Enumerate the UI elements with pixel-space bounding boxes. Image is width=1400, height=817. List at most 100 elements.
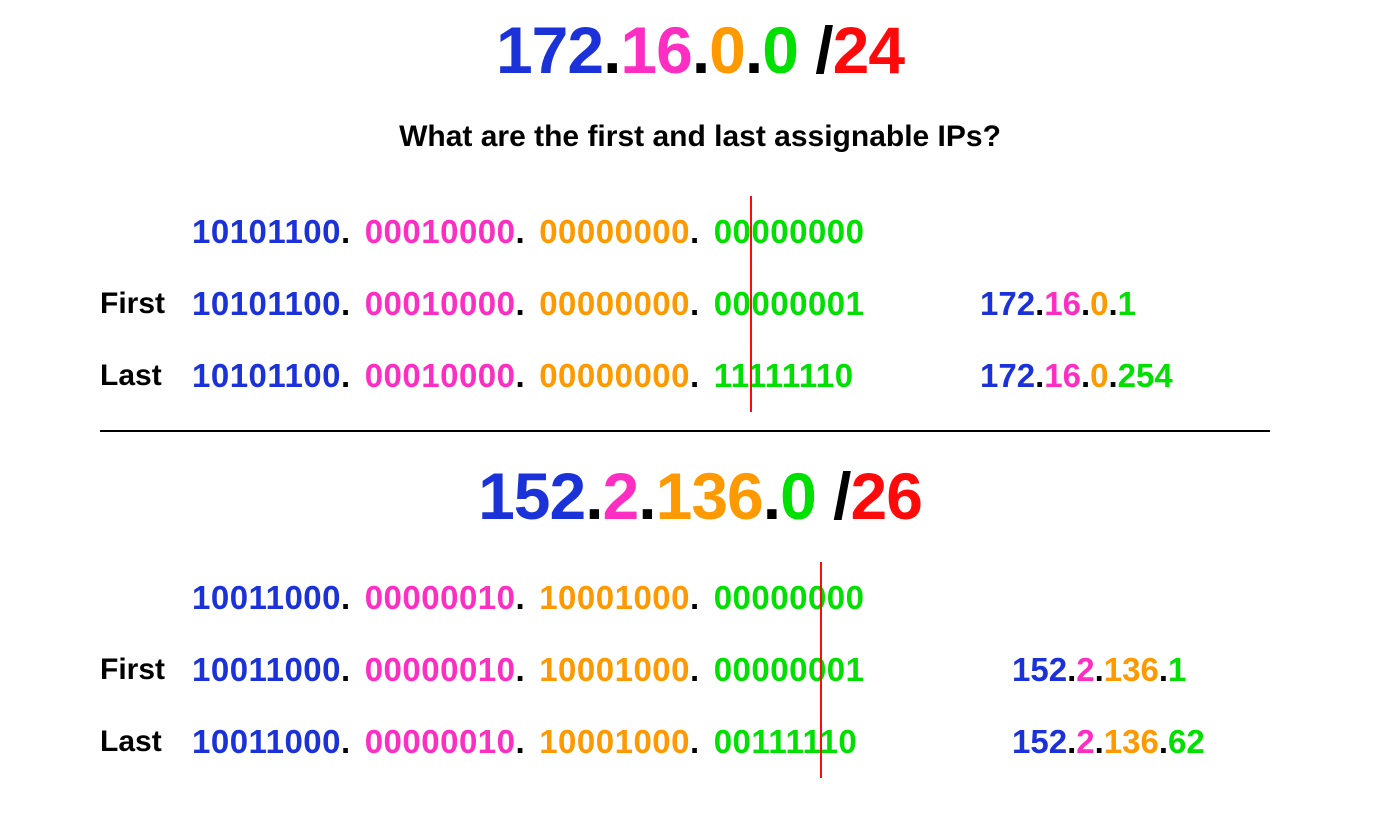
octet: 10101100 bbox=[192, 357, 341, 395]
octet: 10001000 bbox=[539, 723, 690, 761]
octet: 10001000 bbox=[539, 579, 690, 617]
row-network: 10011000.00000010.10001000.00000000 bbox=[0, 570, 1400, 626]
octet: 00000000 bbox=[714, 213, 865, 251]
dot: . bbox=[690, 285, 700, 323]
text-part: . bbox=[1035, 285, 1044, 322]
decimal-result: 152.2.136.1 bbox=[1012, 651, 1186, 689]
octet: 00000000 bbox=[539, 213, 690, 251]
text-part: 62 bbox=[1168, 723, 1205, 760]
dot: . bbox=[516, 285, 526, 323]
text-part: / bbox=[816, 459, 851, 533]
text-part: . bbox=[1035, 357, 1044, 394]
binary-octets: 10011000.00000010.10001000.00000000 bbox=[192, 579, 865, 617]
octet: 00000001 bbox=[714, 285, 865, 323]
dot: . bbox=[341, 357, 351, 395]
text-part: . bbox=[1108, 357, 1117, 394]
text-part: 24 bbox=[833, 13, 904, 87]
row-label: First bbox=[100, 287, 165, 321]
text-part: 136 bbox=[656, 459, 763, 533]
row-label: Last bbox=[100, 725, 162, 759]
text-part: . bbox=[585, 459, 602, 533]
text-part: 16 bbox=[1044, 285, 1081, 322]
row-first: First10011000.00000010.10001000.00000001… bbox=[0, 642, 1400, 698]
text-part: 0 bbox=[780, 459, 816, 533]
subnet-boundary-line-1 bbox=[750, 196, 752, 412]
text-part: 0 bbox=[709, 13, 745, 87]
octet: 10011000 bbox=[192, 579, 341, 617]
text-part: 172 bbox=[980, 357, 1035, 394]
divider-rule bbox=[100, 430, 1270, 432]
text-part: 2 bbox=[603, 459, 639, 533]
text-part: 152 bbox=[478, 459, 585, 533]
text-part: . bbox=[692, 13, 709, 87]
text-part: . bbox=[1081, 357, 1090, 394]
text-part: 136 bbox=[1104, 723, 1159, 760]
text-part: . bbox=[1095, 651, 1104, 688]
text-part: 152 bbox=[1012, 723, 1067, 760]
page: 172.16.0.0 /24 What are the first and la… bbox=[0, 0, 1400, 817]
text-part: 136 bbox=[1104, 651, 1159, 688]
row-network: 10101100.00010000.00000000.00000000 bbox=[0, 204, 1400, 260]
text-part: 152 bbox=[1012, 651, 1067, 688]
dot: . bbox=[341, 579, 351, 617]
dot: . bbox=[690, 579, 700, 617]
text-part: 16 bbox=[1044, 357, 1081, 394]
text-part: . bbox=[1159, 723, 1168, 760]
dot: . bbox=[516, 579, 526, 617]
octet: 00000000 bbox=[539, 285, 690, 323]
text-part: . bbox=[638, 459, 655, 533]
text-part: 172 bbox=[496, 13, 603, 87]
dot: . bbox=[516, 213, 526, 251]
dot: . bbox=[690, 723, 700, 761]
octet: 00000010 bbox=[365, 723, 516, 761]
text-part: . bbox=[763, 459, 780, 533]
octet: 00000010 bbox=[365, 579, 516, 617]
octet: 00000000 bbox=[714, 579, 865, 617]
text-part: . bbox=[1095, 723, 1104, 760]
octet: 00010000 bbox=[365, 285, 516, 323]
row-last: Last10101100.00010000.00000000.111111101… bbox=[0, 348, 1400, 404]
text-part: . bbox=[1081, 285, 1090, 322]
binary-octets: 10101100.00010000.00000000.00000001 bbox=[192, 285, 865, 323]
octet: 00010000 bbox=[365, 213, 516, 251]
dot: . bbox=[690, 357, 700, 395]
octet: 00111110 bbox=[714, 723, 858, 761]
octet: 10011000 bbox=[192, 723, 341, 761]
text-part: 0 bbox=[1090, 357, 1108, 394]
octet: 10001000 bbox=[539, 651, 690, 689]
question-text: What are the first and last assignable I… bbox=[0, 120, 1400, 154]
text-part: . bbox=[1067, 651, 1076, 688]
dot: . bbox=[516, 357, 526, 395]
binary-octets: 10011000.00000010.10001000.00111110 bbox=[192, 723, 857, 761]
octet: 10011000 bbox=[192, 651, 341, 689]
text-part: . bbox=[745, 13, 762, 87]
octet: 00000000 bbox=[539, 357, 690, 395]
row-last: Last10011000.00000010.10001000.001111101… bbox=[0, 714, 1400, 770]
octet: 00010000 bbox=[365, 357, 516, 395]
dot: . bbox=[341, 213, 351, 251]
subnet-boundary-line-2 bbox=[820, 562, 822, 778]
row-label: Last bbox=[100, 359, 162, 393]
dot: . bbox=[516, 723, 526, 761]
octet: 00000001 bbox=[714, 651, 865, 689]
text-part: 254 bbox=[1118, 357, 1173, 394]
text-part: 2 bbox=[1076, 723, 1094, 760]
octet: 10101100 bbox=[192, 285, 341, 323]
decimal-result: 152.2.136.62 bbox=[1012, 723, 1205, 761]
octet: 00000010 bbox=[365, 651, 516, 689]
text-part: 26 bbox=[850, 459, 921, 533]
octet: 11111110 bbox=[714, 357, 854, 395]
row-first: First10101100.00010000.00000000.00000001… bbox=[0, 276, 1400, 332]
text-part: . bbox=[603, 13, 620, 87]
binary-octets: 10101100.00010000.00000000.00000000 bbox=[192, 213, 865, 251]
cidr-headline-1: 172.16.0.0 /24 bbox=[0, 12, 1400, 88]
decimal-result: 172.16.0.254 bbox=[980, 357, 1173, 395]
dot: . bbox=[341, 651, 351, 689]
binary-octets: 10101100.00010000.00000000.11111110 bbox=[192, 357, 854, 395]
dot: . bbox=[516, 651, 526, 689]
text-part: 172 bbox=[980, 285, 1035, 322]
text-part: . bbox=[1067, 723, 1076, 760]
decimal-result: 172.16.0.1 bbox=[980, 285, 1136, 323]
text-part: 16 bbox=[620, 13, 691, 87]
text-part: . bbox=[1108, 285, 1117, 322]
